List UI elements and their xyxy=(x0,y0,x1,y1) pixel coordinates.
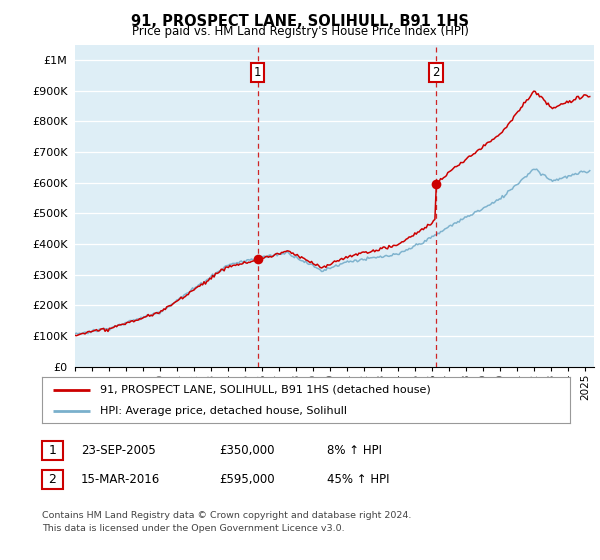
Text: Contains HM Land Registry data © Crown copyright and database right 2024.
This d: Contains HM Land Registry data © Crown c… xyxy=(42,511,412,533)
Text: 2: 2 xyxy=(49,473,56,487)
Text: 1: 1 xyxy=(254,66,262,79)
Text: 91, PROSPECT LANE, SOLIHULL, B91 1HS: 91, PROSPECT LANE, SOLIHULL, B91 1HS xyxy=(131,14,469,29)
Text: 91, PROSPECT LANE, SOLIHULL, B91 1HS (detached house): 91, PROSPECT LANE, SOLIHULL, B91 1HS (de… xyxy=(100,385,431,395)
Text: HPI: Average price, detached house, Solihull: HPI: Average price, detached house, Soli… xyxy=(100,407,347,416)
Text: 15-MAR-2016: 15-MAR-2016 xyxy=(81,473,160,487)
Text: £595,000: £595,000 xyxy=(219,473,275,487)
Text: 1: 1 xyxy=(49,444,56,457)
Text: £350,000: £350,000 xyxy=(219,444,275,457)
Text: 2: 2 xyxy=(432,66,440,79)
Text: 45% ↑ HPI: 45% ↑ HPI xyxy=(327,473,389,487)
Text: 8% ↑ HPI: 8% ↑ HPI xyxy=(327,444,382,457)
Text: 23-SEP-2005: 23-SEP-2005 xyxy=(81,444,156,457)
Text: Price paid vs. HM Land Registry's House Price Index (HPI): Price paid vs. HM Land Registry's House … xyxy=(131,25,469,38)
